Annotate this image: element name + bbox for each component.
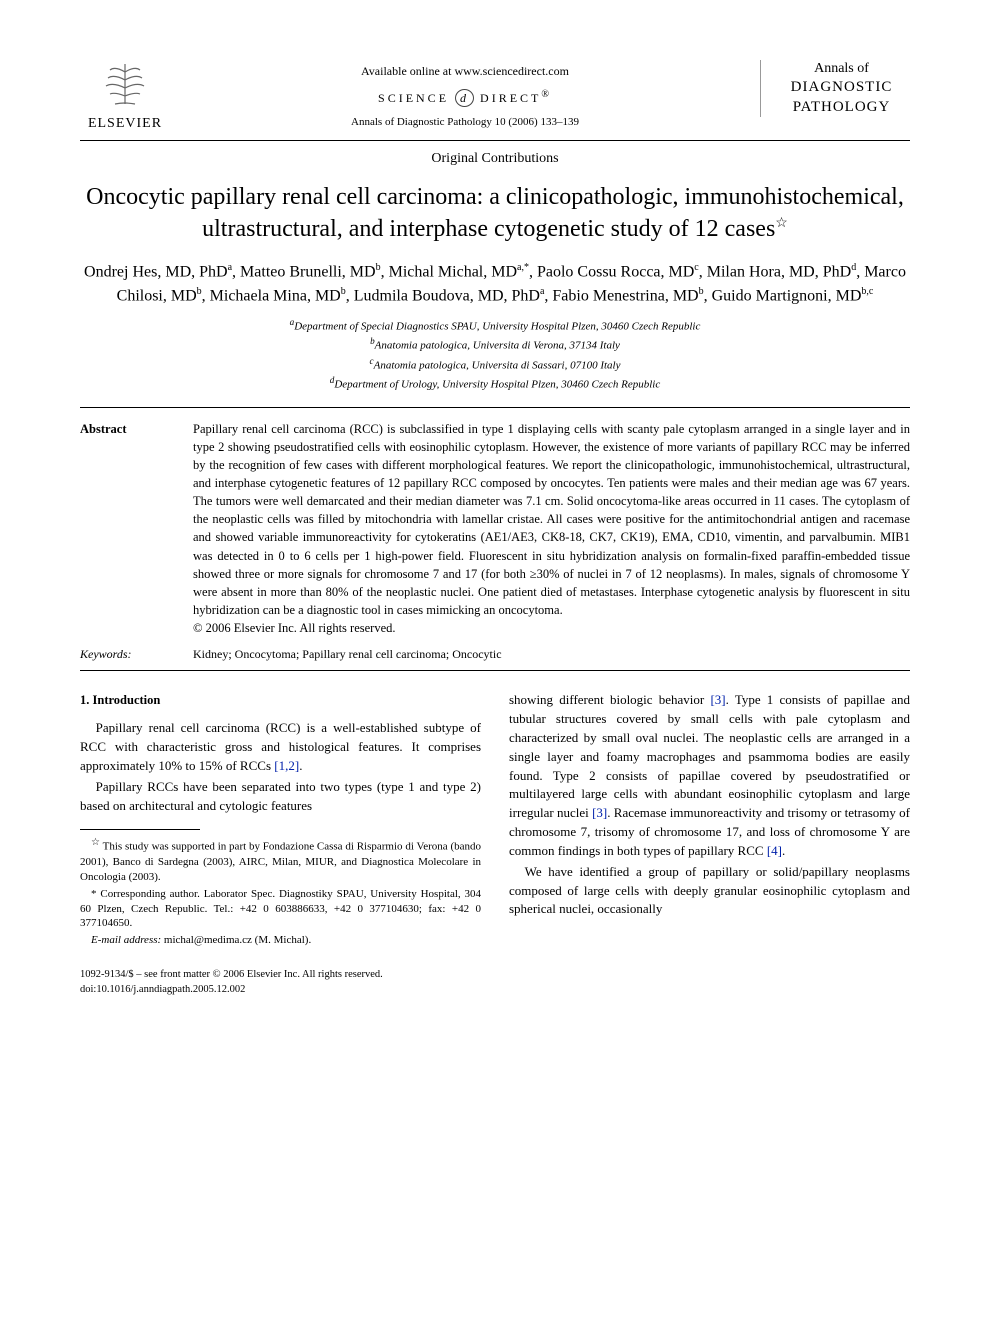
affiliation-a: aDepartment of Special Diagnostics SPAU,… bbox=[80, 316, 910, 335]
available-online-text: Available online at www.sciencedirect.co… bbox=[170, 64, 760, 79]
footer-line2: doi:10.1016/j.anndiagpath.2005.12.002 bbox=[80, 983, 910, 998]
section-heading-intro: 1. Introduction bbox=[80, 691, 481, 709]
footnote-corresponding-text: Corresponding author. Laborator Spec. Di… bbox=[80, 888, 481, 930]
journal-brand-line1: Annals of bbox=[773, 60, 910, 78]
ref-link-3a[interactable]: [3] bbox=[710, 692, 725, 707]
col2-p1b: . Type 1 consists of papillae and tubula… bbox=[509, 692, 910, 820]
col2-p1a: showing different biologic behavior bbox=[509, 692, 710, 707]
abstract-block: Abstract Papillary renal cell carcinoma … bbox=[80, 420, 910, 638]
title-footnote-marker: ☆ bbox=[775, 216, 788, 231]
science-direct-logo: SCIENCE d DIRECT® bbox=[170, 89, 760, 106]
col2-para-2: We have identified a group of papillary … bbox=[509, 863, 910, 920]
affiliation-a-text: Department of Special Diagnostics SPAU, … bbox=[294, 321, 700, 333]
footnotes: ☆ This study was supported in part by Fo… bbox=[80, 836, 481, 948]
article-title: Oncocytic papillary renal cell carcinoma… bbox=[80, 181, 910, 246]
elsevier-tree-icon bbox=[80, 60, 170, 114]
journal-brand-line2: DIAGNOSTIC bbox=[773, 78, 910, 98]
col2-p1d: . bbox=[782, 843, 785, 858]
footnote-funding: ☆ This study was supported in part by Fo… bbox=[80, 836, 481, 884]
footnote-email: E-mail address: michal@medima.cz (M. Mic… bbox=[80, 933, 481, 948]
sd-prefix: SCIENCE bbox=[378, 91, 449, 105]
journal-brand-line3: PATHOLOGY bbox=[773, 98, 910, 118]
abstract-body: Papillary renal cell carcinoma (RCC) is … bbox=[193, 422, 910, 617]
article-title-text: Oncocytic papillary renal cell carcinoma… bbox=[86, 184, 904, 242]
footnote-funding-text: This study was supported in part by Fond… bbox=[80, 841, 481, 883]
affiliation-b-text: Anatomia patologica, Universita di Veron… bbox=[375, 340, 620, 352]
journal-brand: Annals of DIAGNOSTIC PATHOLOGY bbox=[760, 60, 910, 117]
keywords-block: Keywords: Kidney; Oncocytoma; Papillary … bbox=[80, 647, 910, 662]
divider-abstract-top bbox=[80, 407, 910, 408]
keywords-text: Kidney; Oncocytoma; Papillary renal cell… bbox=[193, 647, 502, 662]
affiliation-c: cAnatomia patologica, Universita di Sass… bbox=[80, 355, 910, 374]
footnote-funding-marker: ☆ bbox=[91, 837, 100, 848]
abstract-label: Abstract bbox=[80, 420, 165, 638]
footnote-email-label: E-mail address: bbox=[91, 934, 161, 946]
footnote-email-value: michal@medima.cz (M. Michal). bbox=[161, 934, 311, 946]
journal-reference: Annals of Diagnostic Pathology 10 (2006)… bbox=[170, 116, 760, 128]
footer-line1: 1092-9134/$ – see front matter © 2006 El… bbox=[80, 968, 910, 983]
page-header: ELSEVIER Available online at www.science… bbox=[80, 60, 910, 132]
intro-para-2: Papillary RCCs have been separated into … bbox=[80, 778, 481, 816]
publisher-logo: ELSEVIER bbox=[80, 60, 170, 132]
intro-para-1: Papillary renal cell carcinoma (RCC) is … bbox=[80, 719, 481, 776]
sd-d-icon: d bbox=[455, 89, 474, 107]
footnote-corresponding: * Corresponding author. Laborator Spec. … bbox=[80, 887, 481, 932]
authors-list: Ondrej Hes, MD, PhDa, Matteo Brunelli, M… bbox=[80, 260, 910, 309]
divider-top bbox=[80, 140, 910, 141]
ref-link-3b[interactable]: [3] bbox=[592, 805, 607, 820]
abstract-text: Papillary renal cell carcinoma (RCC) is … bbox=[193, 420, 910, 638]
footnote-separator bbox=[80, 829, 200, 830]
affiliation-c-text: Anatomia patologica, Universita di Sassa… bbox=[374, 359, 621, 371]
center-header: Available online at www.sciencedirect.co… bbox=[170, 60, 760, 128]
col2-para-1: showing different biologic behavior [3].… bbox=[509, 691, 910, 861]
affiliation-b: bAnatomia patologica, Universita di Vero… bbox=[80, 335, 910, 354]
sd-suffix: DIRECT bbox=[480, 91, 541, 105]
abstract-copyright: © 2006 Elsevier Inc. All rights reserved… bbox=[193, 621, 396, 635]
body-columns: 1. Introduction Papillary renal cell car… bbox=[80, 691, 910, 950]
affiliation-d: dDepartment of Urology, University Hospi… bbox=[80, 374, 910, 393]
affiliation-d-text: Department of Urology, University Hospit… bbox=[334, 378, 660, 390]
ref-link-1-2[interactable]: [1,2] bbox=[274, 758, 299, 773]
column-right: showing different biologic behavior [3].… bbox=[509, 691, 910, 950]
affiliations: aDepartment of Special Diagnostics SPAU,… bbox=[80, 316, 910, 392]
column-left: 1. Introduction Papillary renal cell car… bbox=[80, 691, 481, 950]
publisher-name: ELSEVIER bbox=[80, 116, 170, 132]
intro-para-1-tail: . bbox=[299, 758, 302, 773]
page-footer: 1092-9134/$ – see front matter © 2006 El… bbox=[80, 968, 910, 997]
divider-abstract-bottom bbox=[80, 670, 910, 671]
article-type: Original Contributions bbox=[80, 151, 910, 167]
ref-link-4[interactable]: [4] bbox=[767, 843, 782, 858]
keywords-label: Keywords: bbox=[80, 647, 165, 662]
